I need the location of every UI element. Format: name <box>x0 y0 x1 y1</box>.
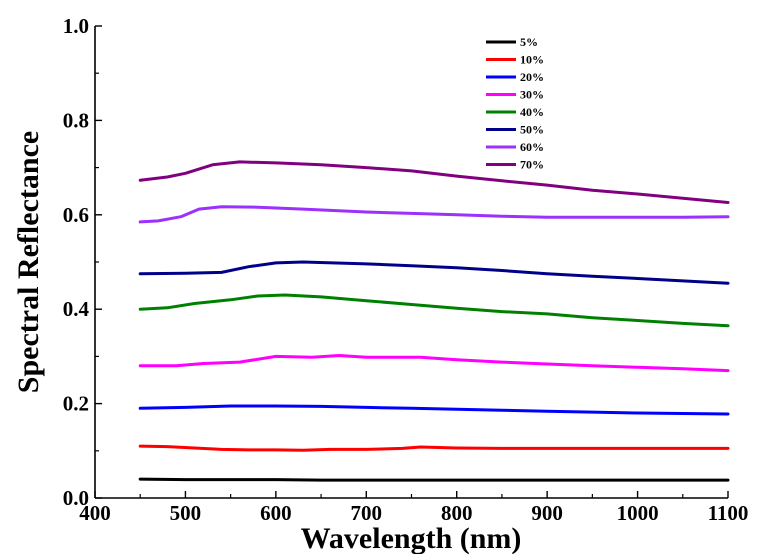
y-tick-label: 0.6 <box>63 203 89 227</box>
x-tick-group: 400 500 600 700 800 900 1000 1100 <box>79 491 748 525</box>
series-line-8 <box>138 160 730 204</box>
legend-label-1: 5% <box>520 35 538 49</box>
series-line-2 <box>138 444 730 452</box>
series-line-3 <box>138 404 730 416</box>
series-line-5 <box>138 293 730 328</box>
legend-label-5: 40% <box>520 105 544 119</box>
y-tick-group: 0.0 0.2 0.4 0.6 0.8 1.0 <box>63 14 102 510</box>
x-tick-label: 1100 <box>708 501 749 525</box>
series-layer <box>138 160 730 482</box>
y-tick-label: 0.2 <box>63 392 89 416</box>
x-tick-label: 1000 <box>617 501 659 525</box>
x-tick-label: 600 <box>260 501 292 525</box>
x-axis-title: Wavelength (nm) <box>301 522 522 554</box>
legend-label-2: 10% <box>520 53 544 67</box>
y-tick-label: 0.4 <box>63 297 90 321</box>
series-line-6 <box>138 260 730 285</box>
legend-label-4: 30% <box>520 88 544 102</box>
x-tick-label: 800 <box>441 501 473 525</box>
legend-label-6: 50% <box>520 123 544 137</box>
y-tick-label: 0.8 <box>63 108 89 132</box>
axes <box>94 26 728 499</box>
y-axis-title: Spectral Reflectance <box>12 131 45 393</box>
legend: 5% 10% 20% 30% 40% 50% 60% 70% <box>486 35 544 172</box>
y-tick-label: 0.0 <box>63 486 89 510</box>
x-tick-label: 500 <box>170 501 202 525</box>
x-tick-label: 700 <box>351 501 383 525</box>
x-tick-label: 900 <box>531 501 563 525</box>
legend-label-8: 70% <box>520 158 544 172</box>
x-tick-label: 400 <box>79 501 111 525</box>
series-line-7 <box>138 205 730 224</box>
legend-label-7: 60% <box>520 140 544 154</box>
legend-label-3: 20% <box>520 70 544 84</box>
series-line-1 <box>138 477 730 482</box>
series-line-4 <box>138 354 730 373</box>
y-tick-label: 1.0 <box>63 14 89 38</box>
